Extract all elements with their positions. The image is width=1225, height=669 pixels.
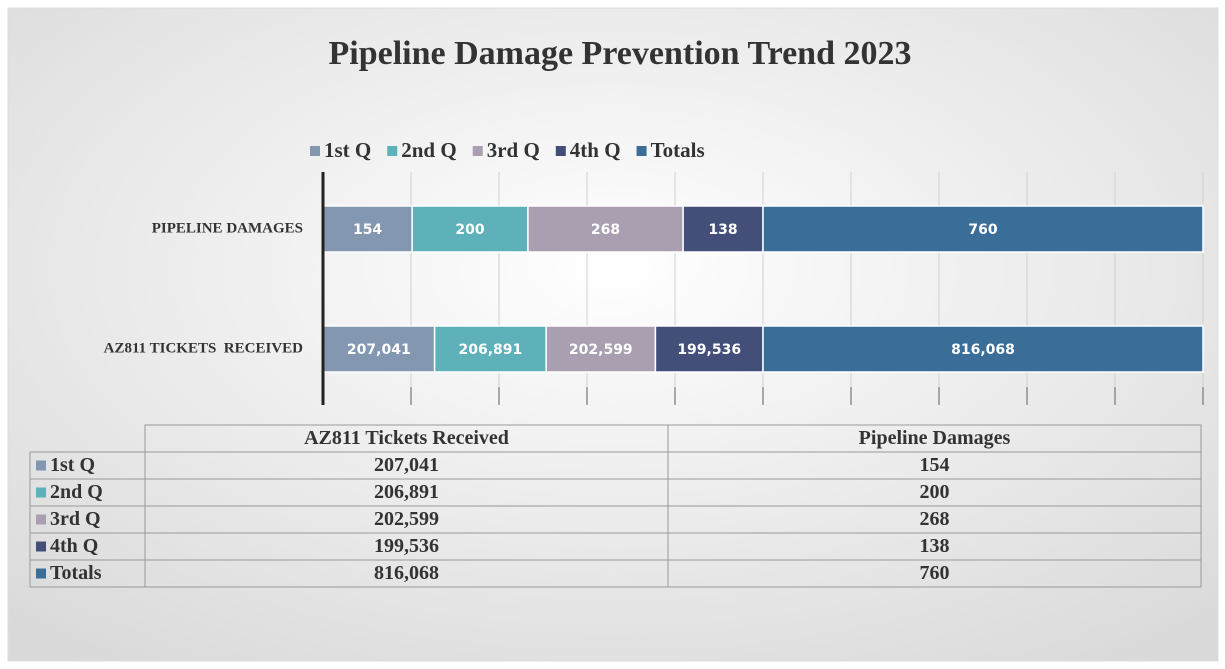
table-cell: 199,536 — [374, 535, 439, 557]
table-swatch — [36, 568, 46, 579]
data-label: 154 — [353, 222, 382, 238]
data-label: 206,891 — [459, 342, 523, 358]
table-row — [29, 559, 1202, 588]
table-cell: 816,068 — [374, 562, 439, 584]
legend-label: 1st Q — [324, 138, 371, 162]
legend-swatch — [555, 146, 566, 156]
table-row-label: 4th Q — [50, 535, 98, 557]
bar-segment — [654, 325, 764, 373]
table-header: AZ811 Tickets Received — [304, 427, 509, 449]
data-label: 760 — [968, 222, 997, 238]
data-label: 202,599 — [569, 342, 633, 358]
table-row-label: 3rd Q — [50, 508, 101, 530]
legend-label: 2nd Q — [401, 138, 456, 162]
data-label: 200 — [455, 222, 484, 238]
data-label: 138 — [708, 222, 737, 238]
table-swatch — [36, 460, 46, 471]
table-cell: 138 — [920, 535, 950, 557]
table-cell: 206,891 — [374, 481, 439, 503]
bar-segment — [322, 205, 413, 253]
bar-segment — [527, 205, 684, 253]
table-swatch — [36, 541, 46, 552]
data-label: 816,068 — [951, 342, 1015, 358]
legend-swatch — [387, 146, 398, 156]
bar-segment — [411, 205, 529, 253]
chart-title: Pipeline Damage Prevention Trend 2023 — [328, 35, 911, 72]
table-cell: 760 — [920, 562, 950, 584]
table-swatch — [36, 487, 46, 498]
legend-swatch — [310, 146, 320, 156]
bar-segment — [322, 325, 436, 373]
legend-swatch — [636, 146, 647, 156]
table-row-label: 1st Q — [50, 454, 95, 476]
data-label: 207,041 — [347, 342, 411, 358]
data-label: 199,536 — [677, 342, 741, 358]
table-header: Pipeline Damages — [859, 427, 1011, 449]
table-cell: 200 — [920, 481, 950, 503]
legend-label: 3rd Q — [487, 138, 540, 162]
legend-swatch — [472, 146, 483, 156]
bar-segment — [762, 205, 1204, 253]
table-cell: 268 — [920, 508, 950, 530]
table-cell: 154 — [920, 454, 950, 476]
bar-segment — [433, 325, 547, 373]
table-row-label: Totals — [50, 562, 102, 584]
bar-segment — [762, 325, 1204, 373]
data-label: 268 — [591, 222, 620, 238]
table-row-label: 2nd Q — [50, 481, 103, 503]
legend-label: Totals — [651, 138, 705, 162]
table-swatch — [36, 514, 46, 525]
y-tick-label: AZ811 TICKETS RECEIVED — [104, 340, 304, 356]
legend-label: 4th Q — [570, 138, 621, 162]
table-cell: 207,041 — [374, 454, 439, 476]
table-cell: 202,599 — [374, 508, 439, 530]
y-tick-label: PIPELINE DAMAGES — [152, 220, 303, 236]
